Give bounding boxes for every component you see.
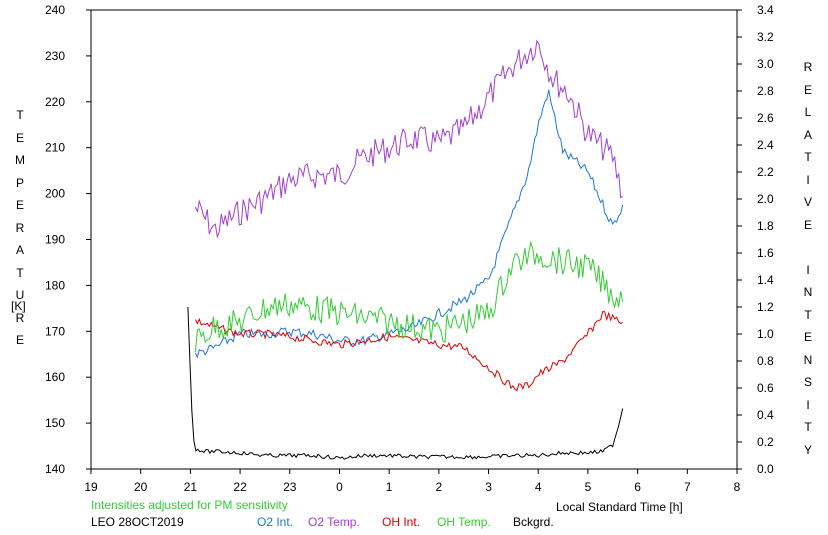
y-tick-label-left: 190 <box>45 233 65 247</box>
axis-label-letter: T <box>804 150 812 164</box>
legend-entry: O2 Int. <box>257 515 294 529</box>
axis-label-letter: A <box>803 127 812 142</box>
x-tick-label: 7 <box>684 480 691 494</box>
y-tick-label-right: 0.4 <box>757 408 774 422</box>
y-tick-label-left: 200 <box>45 187 65 201</box>
axis-label-letter: Y <box>803 442 812 457</box>
y-tick-label-right: 1.0 <box>757 327 774 341</box>
y-tick-label-right: 3.0 <box>757 57 774 71</box>
axis-label-letter: E <box>15 333 24 347</box>
y-tick-label-left: 180 <box>45 278 65 292</box>
axis-label-letter: I <box>806 262 810 277</box>
series-line-bckgrd <box>187 306 624 460</box>
annotation: Intensities adjusted for PM sensitivity <box>91 498 288 512</box>
axis-label-letter: T <box>804 420 812 434</box>
axis-label-letter: R <box>15 220 25 235</box>
y-tick-label-right: 1.4 <box>757 273 774 287</box>
axis-label-letter: I <box>806 397 810 412</box>
axis-label-letter: T <box>16 265 24 280</box>
axis-label-letter: I <box>806 172 810 187</box>
x-tick-label: 0 <box>336 480 343 494</box>
y-tick-label-left: 150 <box>45 416 65 430</box>
y-tick-label-left: 160 <box>45 370 65 384</box>
y-tick-label-right: 2.4 <box>757 138 774 152</box>
y-tick-label-right: 0.6 <box>757 381 774 395</box>
y-tick-label-right: 3.2 <box>757 30 774 44</box>
y-tick-label-left: 230 <box>45 49 65 63</box>
axis-label-letter: S <box>803 375 812 389</box>
y-tick-label-left: 210 <box>45 141 65 155</box>
x-tick-label: 20 <box>134 480 148 494</box>
x-tick-label: 6 <box>634 480 641 494</box>
series-line-o2-temp <box>194 39 623 239</box>
axis-label-letter: E <box>803 330 812 344</box>
axis-label-letter: A <box>15 243 24 257</box>
y-tick-label-right: 3.4 <box>757 3 774 17</box>
axis-label-letter: T <box>16 108 24 122</box>
station-label: LEO 28OCT2019 <box>91 515 184 529</box>
y-tick-label-right: 2.6 <box>757 111 774 125</box>
y-tick-label-right: 2.2 <box>757 165 774 179</box>
x-tick-label: 19 <box>84 480 98 494</box>
series-line-oh-temp <box>194 240 624 353</box>
x-axis-label: Local Standard Time [h] <box>556 500 683 514</box>
axis-label-letter: T <box>804 307 812 322</box>
axis-label-letter: E <box>15 130 24 145</box>
axis-label-letter: V <box>803 195 812 209</box>
series-line-o2-int <box>194 89 624 359</box>
x-tick-label: 8 <box>734 480 741 494</box>
axis-label-letter: P <box>15 175 24 190</box>
y-tick-label-left: 140 <box>45 462 65 476</box>
axes: 19 20 21 22 23 0 1 2 3 4 5 6 7 8140150160170180190200… <box>45 3 774 494</box>
x-tick-label: 5 <box>585 480 592 494</box>
x-tick-label: 3 <box>485 480 492 494</box>
axis-label-letter: M <box>15 153 25 167</box>
axis-label-letter <box>800 236 816 259</box>
axis-label-letter: N <box>803 352 813 367</box>
legend-entry: O2 Temp. <box>308 515 360 529</box>
y-tick-label-right: 0.0 <box>757 462 774 476</box>
legend-entry: OH Int. <box>382 515 421 529</box>
legend-entry: OH Temp. <box>437 515 491 529</box>
y-tick-label-right: 1.6 <box>757 246 774 260</box>
y-axis-unit-left: [K] <box>11 299 26 313</box>
axis-label-letter: L <box>804 105 812 119</box>
axis-label-letter: N <box>803 285 813 299</box>
x-tick-label: 4 <box>535 480 542 494</box>
x-tick-label: 23 <box>283 480 297 494</box>
y-tick-label-right: 2.0 <box>757 192 774 206</box>
x-tick-label: 22 <box>233 480 247 494</box>
y-tick-label-left: 240 <box>45 3 65 17</box>
y-tick-label-left: 170 <box>45 324 65 338</box>
y-tick-label-right: 1.8 <box>757 219 774 233</box>
x-tick-label: 21 <box>184 480 198 494</box>
series-line-oh-int <box>194 311 623 392</box>
axis-label-letter: R <box>803 60 813 74</box>
y-tick-label-left: 220 <box>45 95 65 109</box>
plot-frame <box>90 9 738 470</box>
y-tick-label-right: 0.8 <box>757 354 774 368</box>
series-group <box>187 39 624 460</box>
y-tick-label-right: 0.2 <box>757 435 774 449</box>
y-tick-label-right: 2.8 <box>757 84 774 98</box>
axis-label-letter: U <box>15 288 25 302</box>
axis-label-letter: E <box>15 198 24 212</box>
axis-label-letter: E <box>803 82 812 97</box>
legend-entry: Bckgrd. <box>513 515 554 529</box>
y-tick-label-right: 1.2 <box>757 300 774 314</box>
axis-label-letter: R <box>15 310 25 325</box>
x-tick-label: 2 <box>436 480 443 494</box>
x-tick-label: 1 <box>386 480 393 494</box>
axis-label-letter: E <box>803 217 812 232</box>
